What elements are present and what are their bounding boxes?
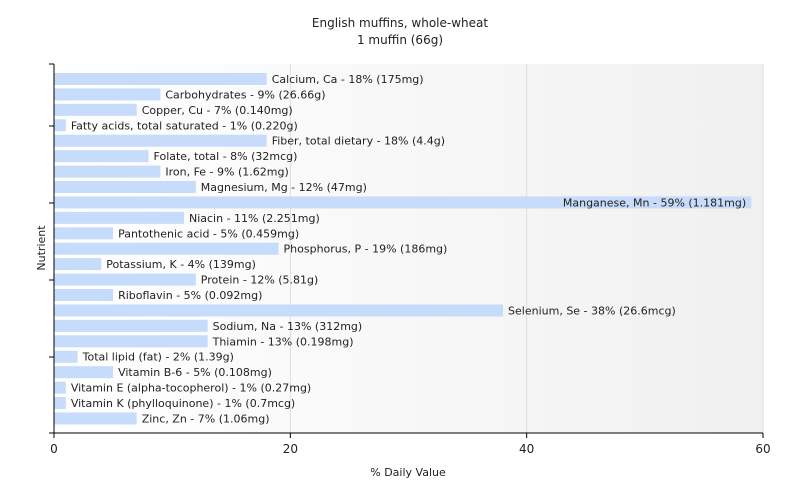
bar-label: Pantothenic acid - 5% (0.459mg): [118, 227, 299, 240]
bar-label: Thiamin - 13% (0.198mg): [212, 335, 354, 348]
bar-label: Copper, Cu - 7% (0.140mg): [142, 104, 293, 117]
bar: [54, 304, 504, 317]
y-axis-label: Nutrient: [35, 225, 48, 271]
bar: [54, 258, 102, 271]
chart-subtitle: 1 muffin (66g): [357, 33, 443, 47]
bar-label: Protein - 12% (5.81g): [201, 274, 319, 287]
tick-layer: 0 20 40 60: [49, 63, 771, 456]
chart-title: English muffins, whole-wheat: [312, 16, 488, 30]
bar: [54, 227, 114, 240]
bar: [54, 150, 149, 163]
bar: [54, 381, 66, 394]
bar: [54, 211, 184, 224]
bar-label: Total lipid (fat) - 2% (1.39g): [82, 351, 234, 364]
bar-label: Vitamin B-6 - 5% (0.108mg): [118, 366, 272, 379]
bar-label: Magnesium, Mg - 12% (47mg): [201, 181, 367, 194]
x-axis-label: % Daily Value: [370, 466, 446, 479]
bar: [54, 181, 196, 194]
bar: [54, 165, 161, 178]
bar-label: Riboflavin - 5% (0.092mg): [118, 289, 262, 302]
bar-label: Iron, Fe - 9% (1.62mg): [165, 166, 288, 179]
bar-label: Vitamin K (phylloquinone) - 1% (0.7mcg): [71, 397, 295, 410]
bar-label: Calcium, Ca - 18% (175mg): [272, 73, 424, 86]
bar: [54, 242, 279, 255]
bar: [54, 103, 137, 116]
bar-label: Folate, total - 8% (32mcg): [154, 150, 298, 163]
bar: [54, 335, 208, 348]
grid-layer: [289, 64, 764, 433]
bar: [54, 273, 196, 286]
bar-label: Sodium, Na - 13% (312mg): [213, 320, 363, 333]
bar-label: Manganese, Mn - 59% (1.181mg): [563, 196, 746, 209]
bar: [54, 412, 137, 425]
bar-layer: [54, 73, 752, 425]
x-tick-label: 40: [519, 442, 534, 456]
x-tick-label: 20: [283, 442, 298, 456]
bar-label: Potassium, K - 4% (139mg): [106, 258, 256, 271]
bar-label: Carbohydrates - 9% (26.66g): [165, 88, 325, 101]
bar: [54, 319, 208, 332]
bar-label: Fatty acids, total saturated - 1% (0.220…: [71, 119, 298, 132]
bar: [54, 119, 66, 132]
x-tick-label: 0: [50, 442, 58, 456]
bar: [54, 289, 114, 302]
bar: [54, 397, 66, 410]
bar: [54, 134, 267, 147]
bar-label: Vitamin E (alpha-tocopherol) - 1% (0.27m…: [71, 382, 311, 395]
bar: [54, 88, 161, 101]
bar: [54, 350, 78, 363]
bar: [54, 366, 114, 379]
label-layer: Calcium, Ca - 18% (175mg) Carbohydrates -…: [71, 73, 746, 425]
bar-label: Fiber, total dietary - 18% (4.4g): [272, 135, 445, 148]
bar-label: Selenium, Se - 38% (26.6mcg): [508, 304, 676, 317]
bar-label: Niacin - 11% (2.251mg): [189, 212, 320, 225]
bar: [54, 73, 267, 85]
bar-label: Zinc, Zn - 7% (1.06mg): [142, 412, 270, 425]
bar-label: Phosphorus, P - 19% (186mg): [284, 243, 448, 256]
x-tick-label: 60: [755, 442, 770, 456]
bar: [54, 196, 752, 209]
